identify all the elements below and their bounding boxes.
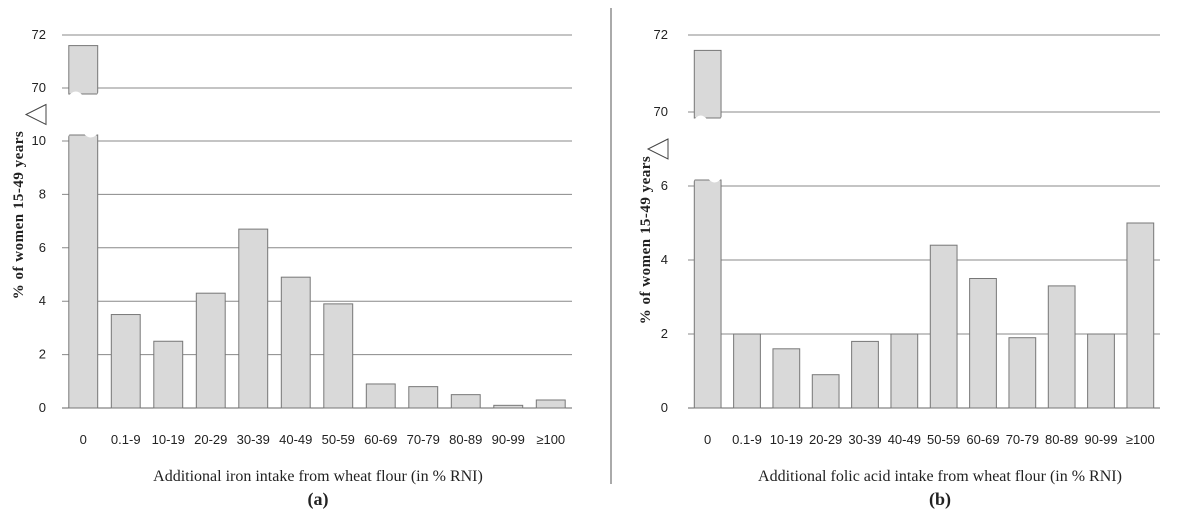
chart-a: 0 2 4 6 8 10 70 72 0 0.1-9 10-19 20-29 30-39 40-49 50-… xyxy=(11,27,572,510)
bar xyxy=(851,340,879,409)
x-tick-label: 90-99 xyxy=(492,432,525,447)
axis-break-mark xyxy=(692,114,724,184)
x-tick-label: 0.1-9 xyxy=(732,432,762,447)
bar xyxy=(811,374,840,409)
y-tick-label: 8 xyxy=(39,186,46,201)
bar xyxy=(153,340,184,409)
x-axis-label: Additional iron intake from wheat flour … xyxy=(153,468,483,485)
x-tick-label: 0 xyxy=(80,432,87,447)
bar xyxy=(693,179,722,409)
x-tick-label: ≥100 xyxy=(1126,432,1155,447)
bar xyxy=(772,348,801,409)
x-tick-label: 60-69 xyxy=(966,432,999,447)
axis-break-icon xyxy=(24,103,47,126)
x-tick-label: 90-99 xyxy=(1084,432,1117,447)
y-tick-label: 0 xyxy=(661,400,668,415)
x-tick-label: 20-29 xyxy=(194,432,227,447)
x-tick-label: 0.1-9 xyxy=(111,432,141,447)
y-tick-label: 6 xyxy=(661,178,668,193)
bar xyxy=(365,383,396,409)
bar xyxy=(450,394,481,409)
y-tick-label: 6 xyxy=(39,240,46,255)
bar xyxy=(969,278,997,409)
bar xyxy=(408,386,439,409)
x-tick-label: 80-89 xyxy=(449,432,482,447)
y-tick-label: 10 xyxy=(32,133,46,148)
bar xyxy=(195,292,226,409)
x-tick-label: 10-19 xyxy=(152,432,185,447)
y-tick-label: 70 xyxy=(654,104,668,119)
bar xyxy=(238,228,269,409)
y-axis-label: % of women 15-49 years xyxy=(638,156,654,324)
x-tick-label: 50-59 xyxy=(927,432,960,447)
bar xyxy=(1126,222,1155,409)
x-tick-label: 60-69 xyxy=(364,432,397,447)
bar xyxy=(323,303,354,409)
x-axis-label: Additional folic acid intake from wheat … xyxy=(758,468,1122,485)
bar xyxy=(1008,337,1037,409)
y-tick-label: 2 xyxy=(39,347,46,362)
x-tick-label: 30-39 xyxy=(848,432,881,447)
bar xyxy=(493,404,524,409)
y-tick-label: 70 xyxy=(32,80,46,95)
bar xyxy=(1047,285,1076,409)
bar xyxy=(693,49,722,119)
bar xyxy=(535,399,566,409)
axis-break-mark xyxy=(66,90,100,139)
bar xyxy=(890,333,919,409)
y-tick-label: 0 xyxy=(39,400,46,415)
bar xyxy=(1087,333,1115,409)
y-tick-label: 4 xyxy=(661,252,668,267)
y-tick-label: 2 xyxy=(661,326,668,341)
x-tick-label: 50-59 xyxy=(322,432,355,447)
bar xyxy=(68,45,99,95)
x-tick-label: ≥100 xyxy=(536,432,565,447)
bar xyxy=(280,276,311,409)
x-tick-label: 10-19 xyxy=(770,432,803,447)
x-tick-label: 70-79 xyxy=(1006,432,1039,447)
x-tick-label: 40-49 xyxy=(279,432,312,447)
axis-break-icon xyxy=(646,138,669,160)
y-axis-label: % of women 15-49 years xyxy=(11,131,27,299)
x-tick-label: 0 xyxy=(704,432,711,447)
panel-label: (a) xyxy=(308,489,329,510)
x-tick-label: 70-79 xyxy=(407,432,440,447)
x-tick-label: 30-39 xyxy=(237,432,270,447)
x-tick-label: 80-89 xyxy=(1045,432,1078,447)
y-tick-label: 72 xyxy=(654,27,668,42)
chart-b: 0 2 4 6 70 72 0 0.1-9 10-19 20-29 30-39 40-49 50-59 6… xyxy=(638,27,1160,510)
y-tick-label: 4 xyxy=(39,293,46,308)
bar xyxy=(110,314,141,409)
bar xyxy=(68,134,99,409)
bar xyxy=(733,333,761,409)
bar xyxy=(929,244,958,409)
x-tick-label: 20-29 xyxy=(809,432,842,447)
panel-label: (b) xyxy=(929,489,951,510)
y-tick-label: 72 xyxy=(32,27,46,42)
x-tick-label: 40-49 xyxy=(888,432,921,447)
